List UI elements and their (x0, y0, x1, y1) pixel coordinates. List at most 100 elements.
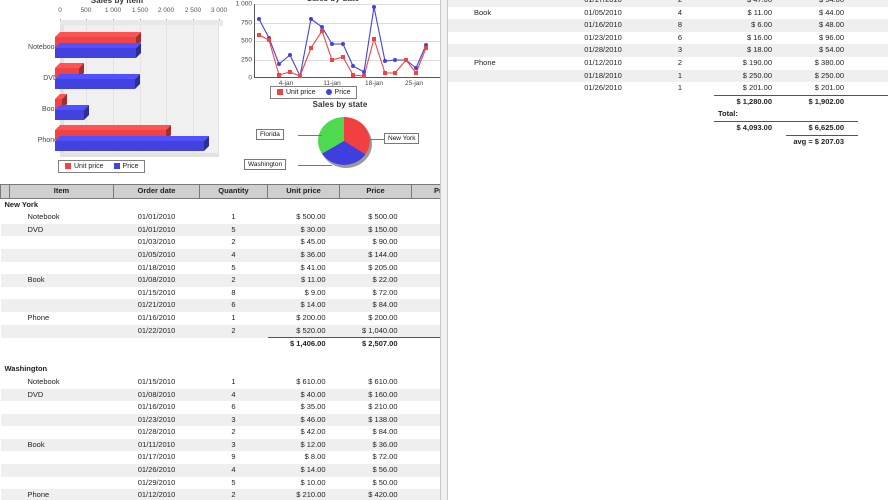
column-header-price-pct[interactable]: Price % (411, 184, 440, 199)
bar-dvd-price (55, 74, 140, 89)
cell-item (10, 426, 114, 439)
avg-spacer (456, 135, 560, 148)
average-value: avg = $ 207.03 (786, 134, 858, 149)
cell-quantity: 1 (231, 212, 236, 222)
table-row[interactable]: 01/16/2010 6 $ 35.00 $ 210.00 9.48% (1, 401, 441, 414)
table-row[interactable]: 01/28/2010 2 $ 42.00 $ 84.00 3.79% (1, 426, 441, 439)
bar-tick-label-0: 0 (58, 7, 62, 14)
line-x-label-3: 25-jan (404, 80, 424, 87)
cell-unit-price: $ 210.00 (296, 490, 326, 500)
cell-order-date: 01/05/2010 (584, 7, 622, 17)
row-gutter (448, 121, 456, 135)
bar-dvd-unit-price (55, 63, 84, 78)
cell-item (10, 236, 114, 249)
cell-price-pct: 3.25% (412, 451, 441, 464)
table-row[interactable]: 01/23/2010 3 $ 46.00 $ 138.00 6.23% (0, 413, 440, 427)
pie-slices (318, 117, 370, 165)
cell-unit-price: $ 190.00 (742, 57, 772, 67)
cell-order-date: 01/15/2010 (137, 376, 176, 386)
table-row[interactable]: 01/18/2010 1 $ 250.00 $ 250.00 13.14% (448, 69, 888, 83)
cell-quantity: 6 (231, 300, 236, 310)
column-header-unit-price[interactable]: Unit price (267, 184, 340, 199)
cell-item (10, 451, 114, 464)
table-row[interactable]: 01/21/2010 6 $ 14.00 $ 84.00 3.35% (0, 299, 440, 312)
cell-unit-price: $ 47.00 (714, 0, 786, 7)
column-header-order-date[interactable]: Order date (113, 184, 200, 199)
column-header-price[interactable]: Price (339, 184, 412, 199)
row-gutter (448, 7, 456, 20)
table-row[interactable]: 01/17/2010 9 $ 8.00 $ 72.00 3.25% (1, 451, 441, 464)
cell-price: $ 54.00 (818, 45, 844, 55)
cell-price: $ 84.00 (372, 300, 398, 310)
cell-price: $ 44.00 (818, 7, 844, 17)
bar-notebook-price (55, 43, 141, 58)
cell-quantity: 1 (231, 376, 236, 386)
cell-item (10, 464, 114, 477)
column-header-item[interactable]: Item (9, 184, 114, 199)
table-row[interactable]: 01/28/2010 3 $ 18.00 $ 54.00 2.84% (448, 44, 888, 57)
row-gutter (1, 299, 10, 312)
cell-unit-price: $ 500.00 (296, 212, 326, 222)
pie-leader-new-york (366, 139, 386, 140)
cell-order-date: 01/17/2010 (137, 452, 176, 462)
table-row[interactable]: Phone 01/12/2010 2 $ 210.00 $ 420.00 18.95% (0, 489, 440, 500)
table-row[interactable]: 01/18/2010 5 $ 41.00 $ 205.00 8.18% (1, 262, 441, 275)
cell-price: $ 150.00 (368, 224, 398, 234)
table-row[interactable]: 01/29/2010 5 $ 10.00 $ 50.00 2.26% (1, 477, 441, 490)
cell-price: $ 48.00 (818, 20, 844, 30)
table-row[interactable]: 01/15/2010 8 $ 9.00 $ 72.00 2.87% (1, 287, 441, 300)
grand-spacer-date (560, 121, 646, 135)
bar-chart-title: Sales by item (90, 0, 144, 5)
table-row[interactable]: Notebook 01/15/2010 1 $ 610.00 $ 610.00 27.53… (1, 376, 441, 389)
total-label-row: Total: (448, 108, 888, 121)
line-y-label-2: 500 (241, 37, 252, 45)
column-header-quantity[interactable]: Quantity (199, 184, 268, 199)
cell-price: $ 205.00 (368, 262, 398, 272)
line-chart-series (257, 5, 428, 78)
table-row[interactable]: 01/05/2010 4 $ 36.00 $ 144.00 5.74% (0, 248, 440, 262)
row-gutter (1, 211, 10, 224)
bar-phone-unit-price (55, 125, 171, 140)
cell-order-date: 01/16/2010 (584, 20, 622, 30)
table-row[interactable]: Phone 01/16/2010 1 $ 200.00 $ 200.00 7.98% (1, 312, 441, 325)
cell-item: Phone (27, 490, 50, 500)
page-gutter (441, 0, 447, 500)
pie-callout-new-york: New York (384, 133, 420, 144)
cell-quantity: 4 (677, 7, 683, 17)
cell-item (10, 299, 114, 312)
table-row[interactable]: 01/23/2010 6 $ 16.00 $ 96.00 5.05% (448, 32, 888, 45)
row-gutter (1, 224, 10, 237)
group-header-row[interactable]: Washington (1, 363, 441, 376)
table-row[interactable]: Book 01/05/2010 4 $ 11.00 $ 44.00 2.31% (448, 7, 888, 20)
cell-item: Notebook (27, 212, 60, 222)
cell-item: DVD (27, 389, 44, 399)
cell-quantity: 8 (677, 20, 683, 30)
cell-unit-price: $ 610.00 (296, 376, 326, 386)
cell-quantity: 5 (231, 262, 236, 272)
cell-unit-price: $ 45.00 (300, 237, 326, 247)
group-header-row[interactable]: New York (1, 198, 441, 211)
line-y-label-0: 0 (248, 74, 252, 82)
table-row[interactable]: Book 01/11/2010 3 $ 12.00 $ 36.00 1.62% (0, 438, 440, 452)
table-row[interactable]: Notebook 01/01/2010 1 $ 500.00 $ 500.00 19.94… (1, 211, 441, 224)
table-row[interactable]: 01/22/2010 2 $ 520.00 $ 1,040.00 41.48% (0, 324, 440, 338)
row-gutter (1, 312, 10, 325)
avg-spacer-qty (646, 135, 714, 148)
cell-price: $ 94.00 (786, 0, 858, 7)
spacer-row (1, 351, 441, 364)
table-row[interactable]: DVD 01/08/2010 4 $ 40.00 $ 160.00 7.22% (0, 388, 440, 402)
table-row[interactable]: Book 01/08/2010 2 $ 11.00 $ 22.00 0.88% (0, 274, 440, 287)
cell-price: $ 210.00 (368, 402, 398, 412)
cell-quantity: 1 (677, 83, 683, 93)
table-row[interactable]: 01/26/2010 4 $ 14.00 $ 56.00 2.53% (0, 464, 440, 477)
cell-order-date: 01/16/2010 (137, 402, 176, 412)
row-gutter (1, 414, 10, 427)
table-row[interactable]: 01/03/2010 2 $ 45.00 $ 90.00 3.59% (1, 236, 441, 249)
table-row[interactable]: Phone 01/12/2010 2 $ 190.00 $ 380.00 19.98% (448, 57, 888, 70)
table-row[interactable]: 01/26/2010 1 $ 201.00 $ 201.00 10.57% (448, 82, 888, 95)
table-row[interactable]: 01/16/2010 8 $ 6.00 $ 48.00 2.52% (448, 19, 888, 32)
total-spacer-date (560, 108, 646, 121)
table-row[interactable]: DVD 01/01/2010 5 $ 30.00 $ 150.00 5.98% (0, 223, 440, 237)
